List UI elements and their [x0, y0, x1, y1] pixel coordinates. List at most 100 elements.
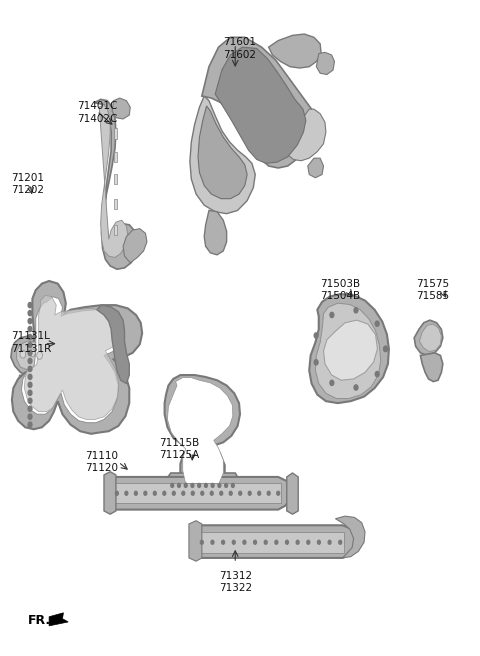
- Circle shape: [211, 483, 214, 487]
- Circle shape: [296, 541, 299, 544]
- Circle shape: [330, 380, 334, 386]
- Circle shape: [354, 385, 358, 390]
- Polygon shape: [114, 128, 117, 138]
- Polygon shape: [336, 516, 365, 558]
- Polygon shape: [316, 52, 335, 75]
- Polygon shape: [190, 96, 255, 214]
- Circle shape: [28, 358, 32, 363]
- Polygon shape: [22, 297, 124, 422]
- Circle shape: [314, 359, 318, 365]
- Polygon shape: [198, 106, 247, 199]
- Polygon shape: [198, 532, 344, 554]
- Polygon shape: [123, 229, 147, 262]
- Polygon shape: [166, 473, 239, 498]
- Polygon shape: [165, 375, 240, 499]
- Polygon shape: [95, 99, 137, 269]
- Polygon shape: [215, 47, 306, 163]
- Circle shape: [317, 541, 320, 544]
- Polygon shape: [114, 174, 117, 184]
- Circle shape: [28, 318, 32, 323]
- Circle shape: [192, 491, 194, 495]
- Text: 71115B
71125A: 71115B 71125A: [159, 438, 199, 460]
- Circle shape: [210, 491, 213, 495]
- Polygon shape: [189, 521, 202, 561]
- Polygon shape: [114, 152, 117, 162]
- Polygon shape: [114, 225, 117, 236]
- Circle shape: [328, 541, 331, 544]
- Polygon shape: [324, 320, 377, 380]
- Polygon shape: [414, 320, 443, 356]
- Circle shape: [258, 491, 261, 495]
- Circle shape: [330, 312, 334, 318]
- Circle shape: [154, 491, 156, 495]
- Polygon shape: [97, 305, 129, 384]
- Polygon shape: [17, 341, 44, 370]
- Circle shape: [218, 483, 221, 487]
- Circle shape: [307, 541, 310, 544]
- Circle shape: [220, 491, 223, 495]
- Polygon shape: [192, 525, 357, 558]
- Circle shape: [28, 422, 32, 427]
- Circle shape: [28, 302, 32, 308]
- Text: 71110
71120: 71110 71120: [85, 451, 118, 473]
- Circle shape: [30, 349, 35, 357]
- Circle shape: [231, 483, 234, 487]
- Text: 71312
71322: 71312 71322: [219, 571, 252, 594]
- Circle shape: [171, 483, 174, 487]
- Polygon shape: [30, 374, 44, 398]
- Circle shape: [36, 352, 42, 359]
- Text: 71601
71602: 71601 71602: [224, 37, 256, 60]
- Polygon shape: [287, 473, 298, 514]
- Polygon shape: [114, 199, 117, 209]
- Circle shape: [28, 382, 32, 388]
- Circle shape: [28, 406, 32, 411]
- Circle shape: [384, 346, 387, 352]
- Polygon shape: [11, 336, 49, 375]
- Circle shape: [172, 491, 175, 495]
- Polygon shape: [49, 613, 68, 626]
- Polygon shape: [204, 211, 227, 255]
- Circle shape: [275, 541, 278, 544]
- Polygon shape: [112, 98, 130, 119]
- Polygon shape: [315, 303, 381, 399]
- Circle shape: [134, 491, 137, 495]
- Polygon shape: [202, 37, 315, 168]
- Circle shape: [354, 308, 358, 313]
- Circle shape: [375, 321, 379, 326]
- Circle shape: [204, 483, 207, 487]
- Text: 71401C
71402C: 71401C 71402C: [77, 101, 117, 123]
- Circle shape: [28, 342, 32, 348]
- Circle shape: [28, 398, 32, 403]
- Circle shape: [28, 414, 32, 419]
- Text: 71503B
71504B: 71503B 71504B: [320, 279, 360, 301]
- Circle shape: [28, 350, 32, 356]
- Circle shape: [191, 483, 194, 487]
- Polygon shape: [108, 477, 291, 510]
- Polygon shape: [12, 281, 142, 434]
- Circle shape: [200, 541, 203, 544]
- Circle shape: [239, 491, 241, 495]
- Circle shape: [28, 390, 32, 396]
- Circle shape: [286, 541, 288, 544]
- Polygon shape: [168, 378, 233, 493]
- Circle shape: [253, 541, 256, 544]
- Circle shape: [182, 491, 185, 495]
- Circle shape: [264, 541, 267, 544]
- Polygon shape: [420, 324, 442, 352]
- Circle shape: [163, 491, 166, 495]
- Text: 71131L
71131R: 71131L 71131R: [11, 331, 51, 354]
- Circle shape: [248, 491, 251, 495]
- Circle shape: [125, 491, 128, 495]
- Circle shape: [201, 491, 204, 495]
- Circle shape: [267, 491, 270, 495]
- Circle shape: [232, 541, 235, 544]
- Circle shape: [28, 375, 32, 379]
- Circle shape: [28, 310, 32, 316]
- Circle shape: [225, 483, 228, 487]
- Circle shape: [277, 491, 280, 495]
- Polygon shape: [269, 34, 321, 68]
- Circle shape: [243, 541, 246, 544]
- Circle shape: [314, 333, 318, 338]
- Text: FR.: FR.: [28, 614, 51, 627]
- Polygon shape: [17, 375, 34, 403]
